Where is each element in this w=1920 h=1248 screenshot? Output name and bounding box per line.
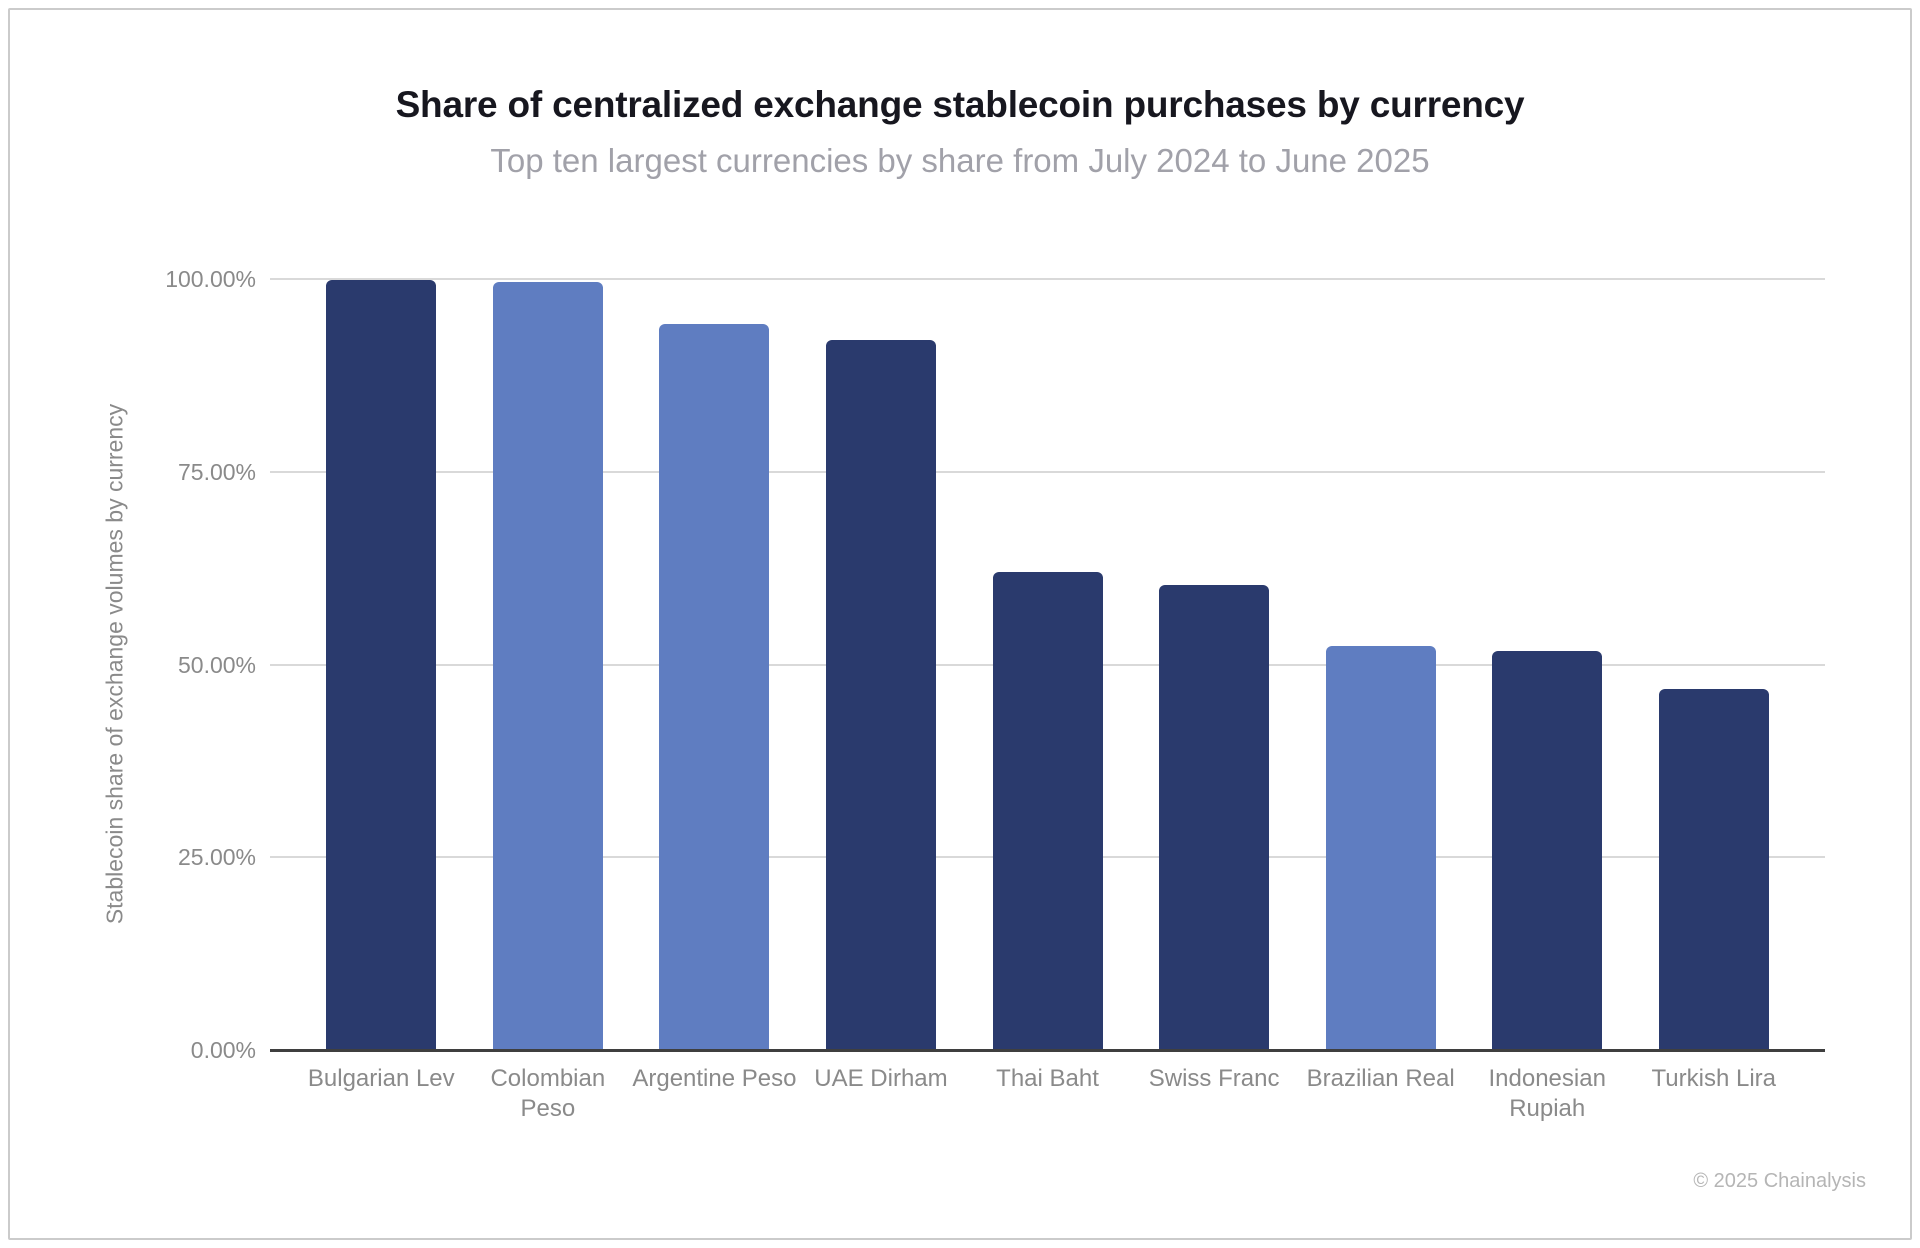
x-axis-line	[270, 1049, 1825, 1052]
bar-slot	[1631, 279, 1798, 1050]
bar-slot	[1131, 279, 1298, 1050]
bar-bulgarian-lev	[326, 279, 437, 1050]
x-axis-label-uae-dirham: UAE Dirham	[814, 1065, 948, 1092]
y-tick-label: 50.00%	[177, 651, 256, 678]
x-axis-label-indonesian-rupiah: Indonesian Rupiah	[1488, 1065, 1606, 1122]
bar-slot	[1297, 279, 1464, 1050]
bar-slot	[465, 279, 632, 1050]
y-tick-label: 100.00%	[165, 266, 256, 292]
x-axis-label-brazilian-real: Brazilian Real	[1306, 1065, 1455, 1092]
x-axis-label-swiss-franc: Swiss Franc	[1148, 1065, 1280, 1092]
y-tick-label: 75.00%	[177, 458, 256, 485]
bar-swiss-franc	[1159, 585, 1270, 1050]
bar-slot	[798, 279, 965, 1050]
x-axis-label-turkish-lira: Turkish Lira	[1651, 1065, 1777, 1092]
x-axis-label-thai-baht: Thai Baht	[996, 1065, 1099, 1092]
x-axis-label-colombian-peso: Colombian Peso	[490, 1065, 606, 1122]
bar-thai-baht	[992, 571, 1103, 1050]
chart-title: Share of centralized exchange stablecoin…	[395, 84, 1525, 125]
bar-argentine-peso	[659, 323, 770, 1050]
bar-turkish-lira	[1658, 689, 1769, 1050]
bar-series	[270, 279, 1825, 1050]
x-axis-labels: Bulgarian Lev Colombian Peso Argentine Pes…	[270, 1064, 1825, 1124]
bar-slot	[631, 279, 798, 1050]
bar-indonesian-rupiah	[1492, 650, 1603, 1050]
y-tick-label: 0.00%	[190, 1037, 256, 1063]
chart-card: Share of centralized exchange stablecoin…	[8, 8, 1912, 1240]
y-tick-label: 25.00%	[177, 844, 256, 871]
bar-slot	[1464, 279, 1631, 1050]
gridline-100	[270, 278, 1825, 280]
x-axis-label-bulgarian-lev: Bulgarian Lev	[307, 1065, 455, 1092]
plot-area	[270, 278, 1825, 1052]
bar-slot	[298, 279, 465, 1050]
gridline-75	[270, 470, 1825, 473]
x-axis-label-argentine-peso: Argentine Peso	[632, 1065, 797, 1092]
chart-subtitle: Top ten largest currencies by share from…	[490, 142, 1430, 179]
bar-uae-dirham	[825, 339, 936, 1050]
bar-slot	[964, 279, 1131, 1050]
copyright-text: © 2025 Chainalysis	[1693, 1170, 1866, 1192]
bar-colombian-peso	[492, 282, 603, 1050]
bar-brazilian-real	[1325, 646, 1436, 1050]
